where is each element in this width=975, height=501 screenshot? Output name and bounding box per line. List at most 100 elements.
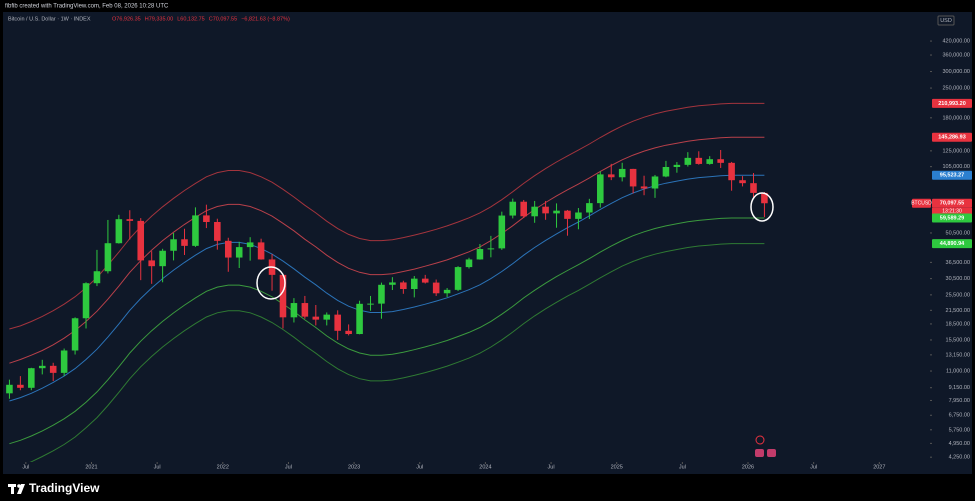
y-tick-label: 13,150.00 bbox=[946, 352, 970, 358]
candle-body bbox=[695, 157, 703, 164]
event-icon[interactable] bbox=[755, 449, 764, 457]
candle-body bbox=[115, 219, 123, 244]
y-tick-label: 36,500.00 bbox=[946, 260, 970, 266]
candle-body bbox=[542, 206, 549, 214]
candle-body bbox=[476, 249, 484, 260]
candle-body bbox=[246, 242, 254, 248]
candle-body bbox=[728, 162, 735, 181]
candle-body bbox=[38, 365, 46, 369]
candle-body bbox=[520, 201, 527, 217]
event-icon[interactable] bbox=[767, 449, 776, 457]
candle-body bbox=[739, 180, 746, 184]
countdown: 13:21:30 bbox=[942, 209, 962, 215]
x-tick-label: 2025 bbox=[611, 464, 623, 470]
candle-body bbox=[323, 314, 331, 320]
candle-body bbox=[761, 192, 768, 204]
annotation-circle bbox=[256, 266, 286, 300]
candle-body bbox=[203, 215, 210, 222]
price-label: 59,589.29 bbox=[940, 215, 964, 221]
candle-body bbox=[553, 210, 560, 214]
annotation-circle bbox=[750, 192, 774, 222]
candle-body bbox=[345, 330, 352, 335]
candle-body bbox=[662, 166, 670, 177]
candle-body bbox=[531, 206, 538, 217]
x-tick-label: 2021 bbox=[85, 464, 97, 470]
price-label-box bbox=[932, 132, 972, 142]
candle-body bbox=[640, 186, 648, 189]
band-line bbox=[29, 243, 765, 462]
y-tick-label: 250,000.00 bbox=[942, 86, 970, 92]
candle-body bbox=[400, 282, 407, 290]
y-tick-label: 25,500.00 bbox=[946, 292, 970, 298]
band-line bbox=[9, 102, 765, 330]
candle-body bbox=[82, 283, 90, 319]
candle-body bbox=[750, 183, 757, 193]
y-tick-label: 21,500.00 bbox=[946, 308, 970, 314]
price-label-box bbox=[932, 239, 972, 249]
logo bbox=[8, 484, 25, 494]
candle-body bbox=[17, 384, 24, 388]
candle-body bbox=[389, 282, 396, 285]
price-label-box bbox=[932, 198, 972, 208]
candle-body bbox=[214, 221, 221, 241]
candle-body bbox=[312, 316, 320, 320]
candle-body bbox=[137, 220, 145, 261]
axis: 420,000.00 360,000.00 300,000.00 250,000.00… bbox=[22, 15, 972, 470]
candle-body bbox=[181, 239, 188, 246]
bands bbox=[9, 102, 765, 462]
candle-body bbox=[104, 243, 112, 272]
candle-body bbox=[487, 248, 495, 250]
y-tick-label: 360,000.00 bbox=[942, 52, 970, 58]
y-tick-label: 420,000.00 bbox=[942, 39, 970, 45]
currency: USD bbox=[940, 18, 952, 24]
price-label: 210,993.20 bbox=[938, 101, 966, 107]
candle-body bbox=[28, 368, 35, 388]
candle-body bbox=[717, 159, 724, 163]
countdown-box bbox=[932, 207, 972, 215]
price-label-box bbox=[932, 170, 972, 180]
y-tick-label: 105,000.00 bbox=[942, 164, 970, 170]
plot-area bbox=[3, 12, 930, 474]
x-tick-label: Jul bbox=[810, 464, 817, 470]
candle-body bbox=[159, 250, 166, 267]
candle-body bbox=[93, 271, 101, 284]
candle-body bbox=[301, 303, 309, 317]
candle-body bbox=[279, 274, 287, 318]
candle-body bbox=[71, 318, 79, 351]
footer bbox=[0, 476, 975, 501]
price-label: 145,286.93 bbox=[938, 135, 966, 141]
y-tick-label: 300,000.00 bbox=[942, 69, 970, 75]
candle-body bbox=[575, 212, 582, 219]
candles bbox=[6, 149, 768, 399]
candle-body bbox=[334, 314, 341, 331]
y-tick-label: 50,500.00 bbox=[946, 230, 970, 236]
candle-body bbox=[607, 174, 615, 178]
band-line bbox=[9, 136, 765, 364]
candle-body bbox=[224, 240, 232, 258]
candle-body bbox=[651, 176, 659, 189]
brand: TradingView bbox=[29, 481, 100, 495]
price-label: 44,890.94 bbox=[940, 241, 965, 247]
y-tick-label: 18,500.00 bbox=[946, 321, 970, 327]
candle-body bbox=[6, 384, 13, 394]
currency-box bbox=[937, 15, 955, 26]
candle-body bbox=[629, 168, 637, 187]
x-tick-label: 2024 bbox=[479, 464, 491, 470]
candle-body bbox=[235, 247, 243, 258]
candle-body bbox=[421, 278, 429, 283]
symbol-tag-box bbox=[912, 198, 931, 208]
x-tick-label: Jul bbox=[416, 464, 423, 470]
candle-body bbox=[706, 159, 713, 164]
y-tick-label: 4,950.00 bbox=[949, 441, 970, 447]
candle-body bbox=[509, 201, 517, 216]
event-icon[interactable] bbox=[755, 435, 765, 445]
candle-body bbox=[454, 267, 462, 290]
candle-body bbox=[597, 174, 604, 204]
y-tick-label: 30,500.00 bbox=[946, 276, 970, 282]
ohlc-value: C70,097.55 bbox=[209, 16, 237, 22]
candle-body bbox=[443, 289, 451, 294]
y-tick-label: 5,750.00 bbox=[949, 427, 970, 433]
candle-body bbox=[126, 219, 134, 221]
candle-body bbox=[564, 210, 571, 219]
